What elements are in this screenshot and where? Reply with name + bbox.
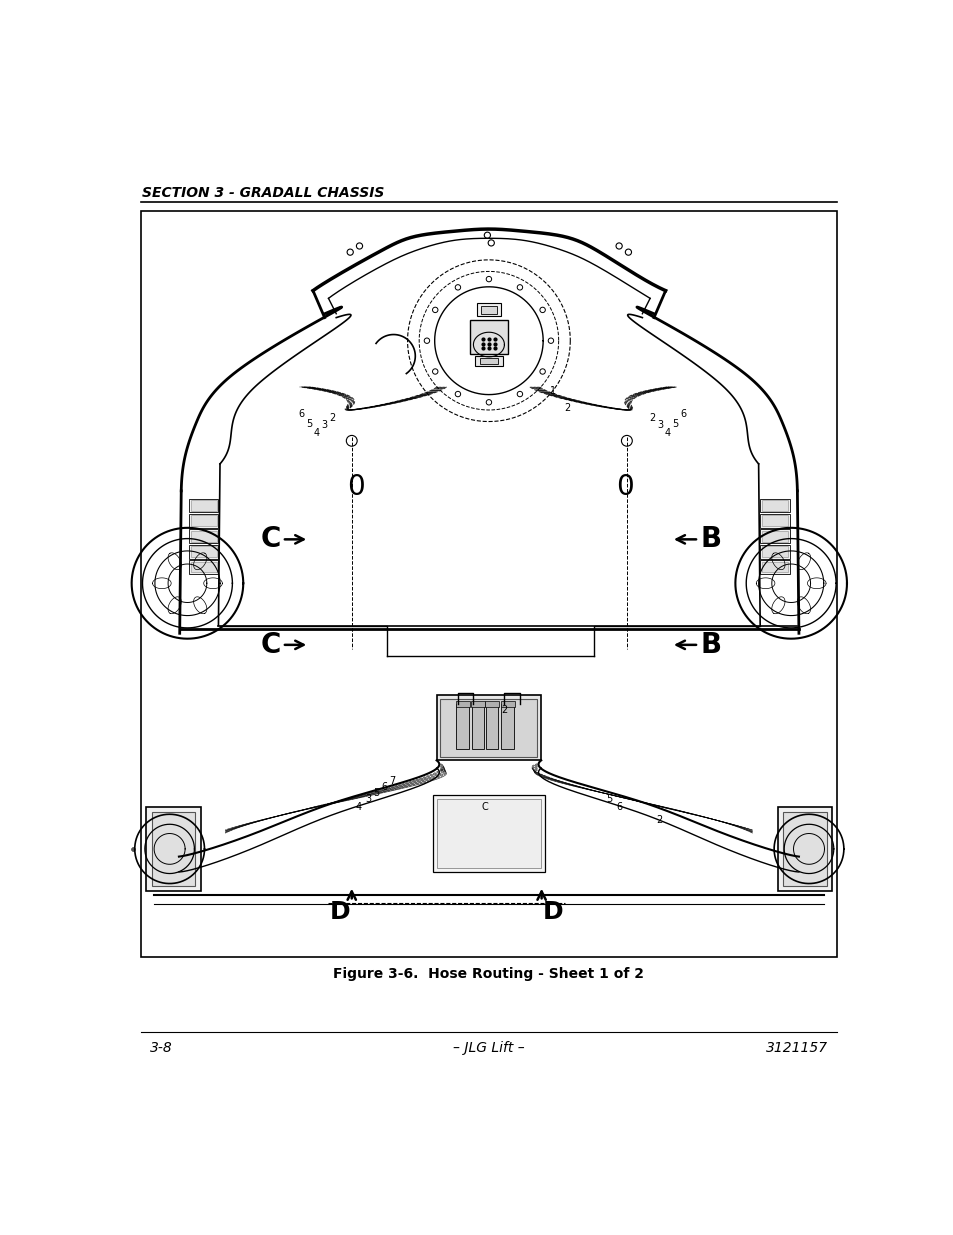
Bar — [436, 695, 540, 761]
Text: C: C — [481, 802, 488, 811]
Bar — [456, 701, 469, 708]
Bar — [760, 531, 787, 542]
Bar — [760, 530, 789, 543]
Bar — [189, 545, 218, 558]
Bar — [476, 303, 500, 316]
Text: D: D — [330, 900, 350, 924]
Text: – JLG Lift –: – JLG Lift – — [453, 1041, 524, 1055]
Bar — [760, 500, 787, 511]
Bar — [782, 811, 826, 885]
Text: 5: 5 — [306, 419, 312, 429]
Text: C: C — [260, 525, 280, 553]
Bar — [760, 562, 787, 573]
Bar — [760, 546, 787, 557]
Text: 3121157: 3121157 — [764, 1041, 827, 1055]
Text: 6: 6 — [381, 782, 387, 793]
Text: B: B — [700, 525, 720, 553]
Text: 3: 3 — [657, 420, 662, 431]
Text: 6: 6 — [679, 409, 686, 419]
Bar — [485, 704, 497, 748]
Text: 4: 4 — [355, 802, 361, 811]
Bar — [480, 306, 497, 314]
Bar — [433, 795, 544, 872]
Text: 2: 2 — [500, 705, 507, 715]
Text: 5: 5 — [672, 419, 679, 429]
Bar — [191, 515, 216, 526]
Text: 5: 5 — [373, 788, 379, 798]
Bar — [189, 561, 218, 574]
Text: 3-8: 3-8 — [150, 1041, 172, 1055]
Text: 0: 0 — [615, 473, 633, 501]
Bar — [191, 500, 216, 511]
Text: SECTION 3 - GRADALL CHASSIS: SECTION 3 - GRADALL CHASSIS — [142, 185, 384, 200]
Text: 3: 3 — [321, 420, 327, 431]
Text: 5: 5 — [605, 794, 612, 804]
Text: 6: 6 — [298, 409, 304, 419]
Bar — [189, 499, 218, 513]
Bar — [152, 811, 195, 885]
Bar — [189, 530, 218, 543]
Text: Figure 3-6.  Hose Routing - Sheet 1 of 2: Figure 3-6. Hose Routing - Sheet 1 of 2 — [334, 967, 643, 981]
Bar — [146, 806, 200, 892]
Bar — [760, 514, 789, 527]
Bar — [191, 562, 216, 573]
Bar — [500, 704, 513, 748]
Bar — [440, 699, 537, 757]
Text: C: C — [260, 631, 280, 658]
Text: 4: 4 — [664, 429, 670, 438]
Bar — [469, 320, 508, 354]
Text: 2: 2 — [649, 412, 655, 422]
Bar — [475, 356, 502, 367]
Text: 4: 4 — [314, 429, 319, 438]
Text: 2: 2 — [563, 404, 570, 414]
Text: 1: 1 — [550, 385, 556, 395]
Bar — [191, 546, 216, 557]
Bar — [436, 799, 540, 868]
Text: D: D — [542, 900, 563, 924]
Bar — [760, 561, 789, 574]
Bar — [500, 701, 514, 708]
Text: 7: 7 — [389, 776, 395, 787]
Text: 3: 3 — [365, 794, 372, 804]
Bar — [760, 515, 787, 526]
Text: 0: 0 — [346, 473, 364, 501]
Bar — [456, 704, 468, 748]
Text: B: B — [700, 631, 720, 658]
Bar — [472, 704, 484, 748]
Text: 2: 2 — [329, 412, 335, 422]
Bar — [479, 358, 497, 364]
Bar — [189, 514, 218, 527]
Text: 2: 2 — [656, 815, 661, 825]
Bar — [760, 499, 789, 513]
Bar — [760, 545, 789, 558]
Text: 6: 6 — [616, 802, 621, 811]
Bar — [141, 211, 836, 957]
Bar — [471, 701, 484, 708]
Bar — [191, 531, 216, 542]
Bar — [778, 806, 831, 892]
Bar — [484, 701, 498, 708]
